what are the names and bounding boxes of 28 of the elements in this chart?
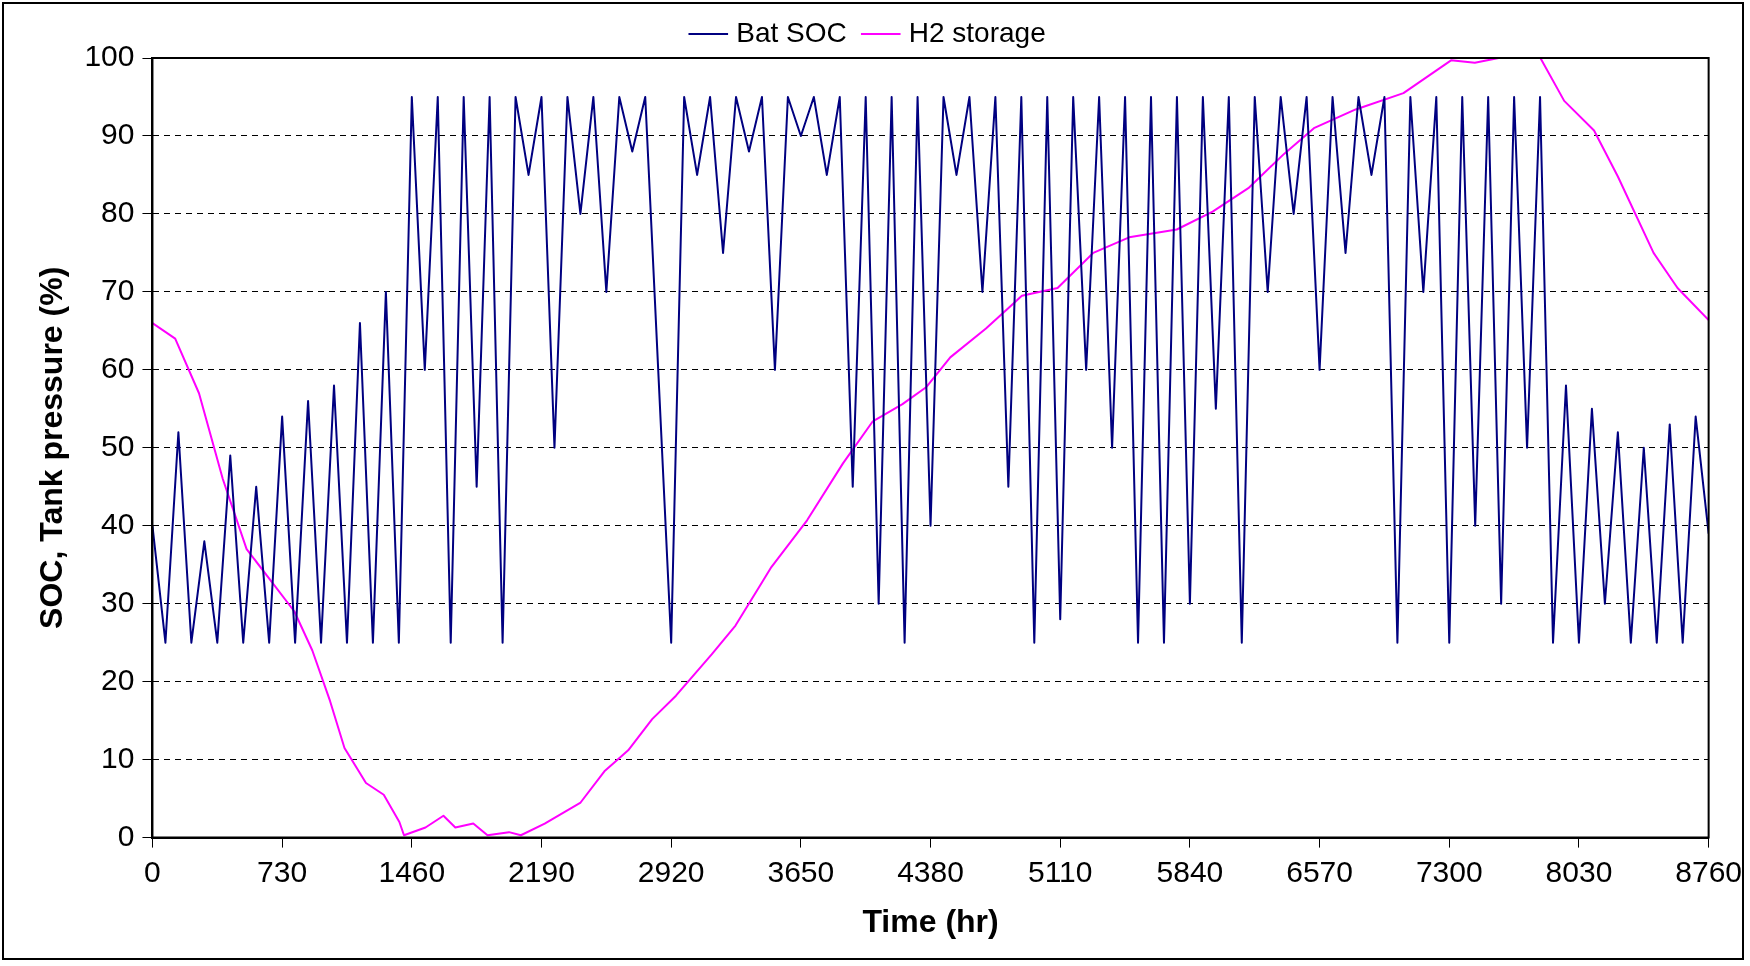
x-tick-label: 8760 [1675,854,1743,888]
x-axis-title: Time (hr) [862,902,999,939]
y-tick-label: 90 [101,117,135,151]
y-axis-title: SOC, Tank pressure (%) [33,266,70,629]
y-tick-label: 0 [117,818,135,852]
x-tick-label: 3650 [767,854,835,888]
y-tick-label: 50 [101,429,135,463]
x-tick-label: 2920 [637,854,705,888]
x-tick-label: 4380 [897,854,964,888]
x-tick-label: 1460 [378,854,446,888]
y-tick-label: 60 [101,351,135,385]
x-tick-label: 6570 [1286,854,1353,888]
y-tick-label: 40 [101,507,135,541]
x-tick-label: 5110 [1027,854,1093,888]
x-tick-label: 2190 [508,854,575,888]
y-tick-label: 20 [101,662,135,696]
y-tick-label: 30 [101,584,135,618]
x-tick-label: 5840 [1156,854,1224,888]
x-tick-label: 8030 [1545,854,1613,888]
x-tick-label: 7300 [1415,854,1483,888]
y-tick-label: 80 [101,195,135,229]
legend-label: H2 storage [908,16,1046,48]
legend-label: Bat SOC [736,16,847,48]
y-tick-label: 70 [101,273,135,307]
y-tick-label: 10 [101,740,135,774]
x-tick-label: 0 [144,854,161,888]
x-tick-label: 730 [257,854,308,888]
y-tick-label: 100 [84,39,135,73]
